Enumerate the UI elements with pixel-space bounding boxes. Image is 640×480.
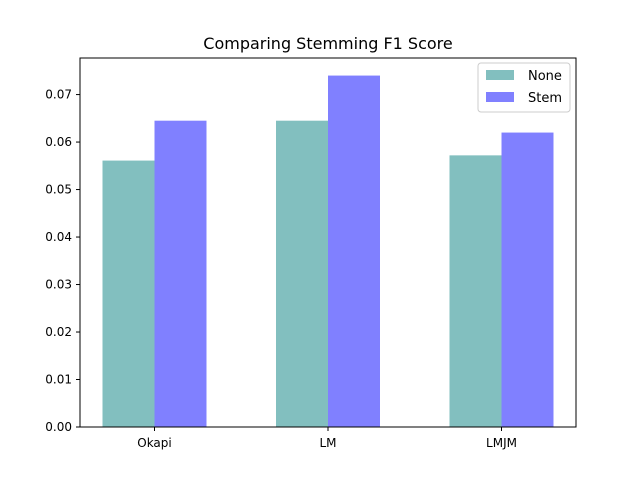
- chart-title: Comparing Stemming F1 Score: [203, 34, 452, 53]
- y-tick-label: 0.06: [45, 135, 72, 149]
- legend-swatch-stem: [486, 92, 514, 102]
- legend-label-none: None: [528, 69, 562, 84]
- y-tick-label: 0.07: [45, 88, 72, 102]
- bar-none-lm: [276, 120, 328, 427]
- x-axis: Okapi LM LMJM: [137, 427, 517, 450]
- legend: None Stem: [477, 62, 571, 113]
- x-tick-label: LMJM: [486, 436, 517, 450]
- y-tick-label: 0.03: [45, 278, 72, 292]
- y-tick-label: 0.01: [45, 373, 72, 387]
- y-tick-label: 0.00: [45, 420, 72, 434]
- y-tick-label: 0.04: [45, 230, 72, 244]
- x-tick-label: LM: [319, 436, 336, 450]
- plot-frame: [79, 57, 577, 428]
- y-tick-label: 0.05: [45, 183, 72, 197]
- bar-stem-lmjm: [501, 132, 554, 427]
- bar-none-lmjm: [449, 155, 502, 427]
- bar-stem-lm: [328, 75, 380, 428]
- bar-none-okapi: [102, 160, 155, 427]
- bars-group: [102, 75, 554, 428]
- y-tick-label: 0.02: [45, 325, 72, 339]
- x-tick-label: Okapi: [137, 436, 172, 450]
- legend-swatch-none: [486, 70, 514, 80]
- bar-stem-okapi: [154, 120, 207, 427]
- y-axis: 0.00 0.01 0.02 0.03 0.04 0.05 0.06 0.07: [45, 88, 80, 434]
- legend-label-stem: Stem: [528, 91, 562, 106]
